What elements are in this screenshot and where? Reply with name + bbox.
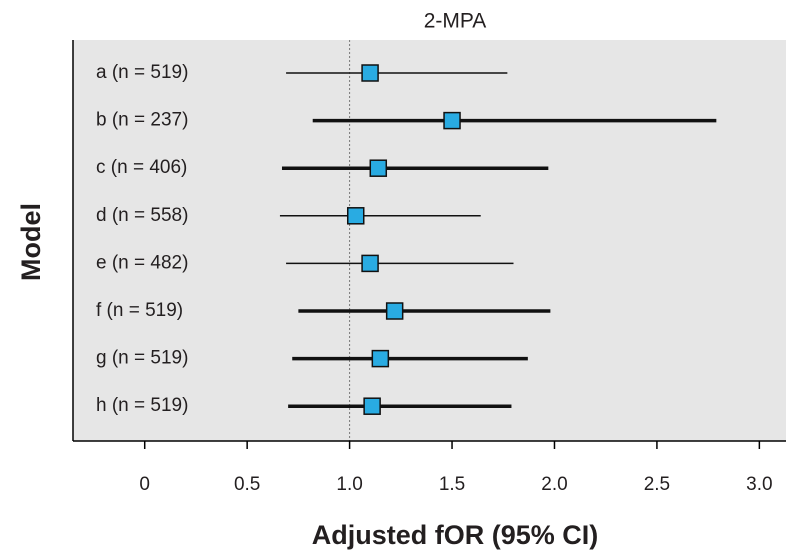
- y-tick-label: d (n = 558): [96, 205, 188, 226]
- x-tick-label: 3.0: [746, 474, 772, 495]
- y-axis-label: Model: [16, 203, 46, 281]
- point-estimate: [369, 159, 388, 177]
- point-estimate: [361, 254, 379, 273]
- point-estimate: [363, 397, 381, 415]
- x-axis-label: Adjusted fOR (95% CI): [312, 520, 599, 550]
- y-tick-label: b (n = 237): [96, 110, 188, 131]
- point-estimate: [443, 111, 461, 130]
- x-tick-label: 0.5: [234, 474, 260, 495]
- point-estimate: [385, 302, 404, 320]
- point-estimate: [361, 64, 379, 82]
- y-tick-label: g (n = 519): [96, 348, 188, 369]
- y-tick-label: c (n = 406): [96, 157, 187, 178]
- x-tick-label: 1.0: [336, 474, 362, 495]
- plot-area: [73, 40, 786, 441]
- y-tick-label: a (n = 519): [96, 62, 188, 83]
- y-tick-label: f (n = 519): [96, 300, 183, 321]
- chart-title: 2-MPA: [424, 10, 487, 33]
- y-tick-label: h (n = 519): [96, 395, 188, 416]
- x-tick-label: 1.5: [439, 474, 465, 495]
- x-tick-label: 2.0: [541, 474, 567, 495]
- x-tick-label: 2.5: [644, 474, 670, 495]
- point-estimate: [371, 349, 390, 368]
- y-tick-label: e (n = 482): [96, 252, 188, 273]
- x-tick-label: 0: [139, 474, 150, 495]
- point-estimate: [346, 207, 365, 225]
